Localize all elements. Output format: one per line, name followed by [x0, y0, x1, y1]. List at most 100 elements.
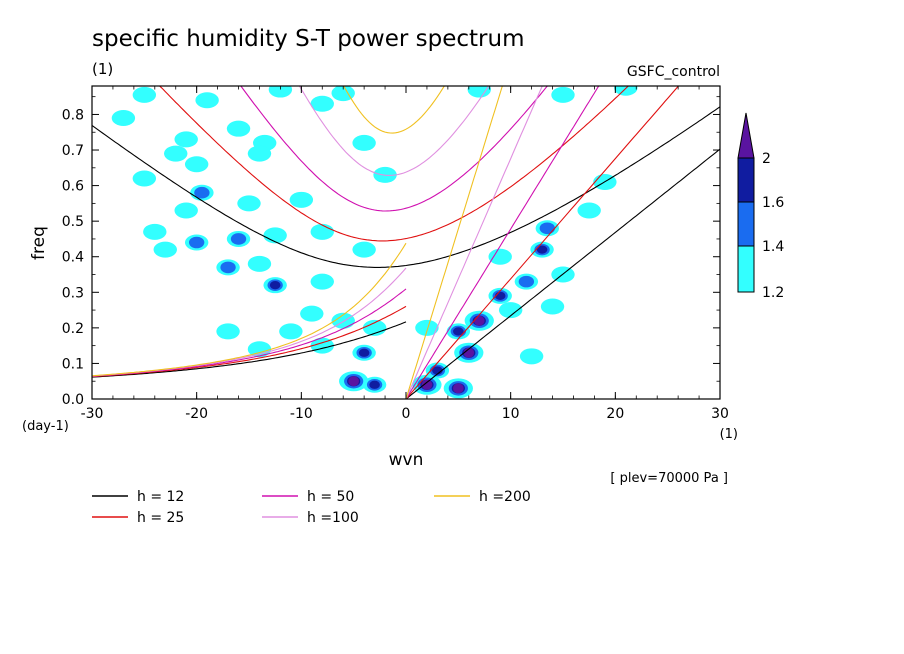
- contour-fill-level-3: [536, 245, 548, 254]
- contour-fill-level-1: [111, 110, 136, 127]
- contour-fill-level-4: [473, 315, 485, 326]
- contour-fill-level-4: [421, 379, 433, 390]
- contour-blob: [310, 273, 334, 290]
- contour-fill-level-1: [263, 227, 287, 244]
- contour-fill-level-1: [195, 92, 219, 109]
- contour-fill-level-1: [268, 86, 293, 98]
- contour-fill-level-3: [269, 281, 281, 290]
- dispersion-curves: [92, 86, 720, 399]
- contour-blob: [352, 134, 376, 151]
- contour-blob: [132, 170, 157, 187]
- contour-fill-level-1: [540, 298, 565, 315]
- contour-blob: [425, 362, 450, 379]
- x-tick-label: 0: [402, 406, 411, 422]
- y-tick-label: 0.7: [62, 143, 84, 159]
- contour-fill-level-2: [188, 236, 205, 249]
- contour-blob: [263, 277, 287, 294]
- contour-fill-level-4: [463, 347, 475, 358]
- contour-blob: [310, 223, 334, 240]
- colorbar-label: 2: [762, 151, 771, 167]
- contour-fill-level-1: [310, 273, 334, 290]
- contour-blob: [464, 310, 494, 331]
- contour-blob: [263, 227, 287, 244]
- contour-fill-level-3: [432, 366, 443, 375]
- colorbar-segment: [737, 157, 755, 203]
- contour-blob: [237, 195, 261, 212]
- y-tick-label: 0.5: [62, 214, 84, 230]
- contour-fill-level-1: [467, 86, 491, 98]
- contour-blob: [184, 156, 209, 173]
- gravity-curve-h25: [158, 86, 630, 242]
- contour-fill-level-1: [237, 195, 261, 212]
- contour-blob: [132, 86, 157, 103]
- mrg-curve-h200: [92, 242, 407, 377]
- contour-blob: [226, 120, 251, 137]
- kelvin-curve-h100: [405, 86, 543, 399]
- contour-blob: [339, 371, 369, 392]
- contour-blob: [454, 342, 484, 363]
- contour-fill-level-1: [415, 319, 439, 336]
- legend-label: h =200: [479, 489, 531, 505]
- x-axis-label: wvn: [389, 450, 424, 470]
- contour-fill-level-1: [174, 202, 198, 219]
- contour-blob: [190, 184, 214, 201]
- colorbar-segment: [737, 201, 755, 247]
- contour-fill-level-1: [132, 86, 157, 103]
- y-tick-label: 0.3: [62, 285, 84, 301]
- plev-annotation: [ plev=70000 Pa ]: [610, 471, 728, 486]
- y-tick-label: 0.0: [62, 392, 84, 408]
- chart-subtitle-right: GSFC_control: [627, 64, 720, 80]
- contour-fill-level-1: [247, 255, 272, 272]
- contour-fill-level-2: [539, 222, 555, 235]
- legend-label: h = 12: [137, 489, 184, 505]
- contour-fill-level-1: [216, 323, 240, 340]
- contour-fill-level-1: [498, 302, 523, 319]
- gravity-curve-h12: [92, 106, 720, 268]
- contour-blob: [467, 86, 491, 98]
- colorbar-segment: [737, 245, 755, 293]
- x-tick-label: -10: [290, 406, 313, 422]
- x-tick-label: 20: [606, 406, 624, 422]
- contour-blob: [352, 241, 376, 258]
- colorbar-arrow: [737, 112, 755, 159]
- legend-label: h =100: [307, 510, 359, 526]
- contour-blob: [300, 305, 324, 322]
- contour-blob: [415, 319, 439, 336]
- contour-blob: [216, 323, 240, 340]
- legend-item: h = 50: [262, 489, 354, 505]
- y-tick-label: 0.2: [62, 321, 84, 337]
- contour-blob: [216, 259, 240, 276]
- gravity-curve-h50: [240, 86, 549, 212]
- x-tick-label: 10: [502, 406, 520, 422]
- contour-fill-level-1: [226, 120, 251, 137]
- contour-blob: [184, 234, 209, 251]
- contour-blob: [488, 287, 512, 304]
- legend: h = 12 h = 25 h = 50 h =100 h =200: [92, 489, 531, 526]
- kelvin-curve-h25: [405, 86, 680, 399]
- legend-item: h =200: [434, 489, 531, 505]
- contour-fill-level-1: [352, 134, 376, 151]
- x-axis: -30 -20 -10 0 10 20 30: [81, 86, 729, 422]
- contour-blob: [331, 86, 355, 102]
- kelvin-curve-h200: [405, 86, 503, 399]
- contour-fill-level-1: [488, 248, 512, 265]
- contour-blob: [289, 191, 314, 208]
- chart-title: specific humidity S-T power spectrum: [92, 26, 524, 52]
- contour-blob: [488, 248, 512, 265]
- contour-fill-level-2: [194, 186, 210, 199]
- contour-blob: [530, 241, 554, 258]
- contour-fill-level-1: [352, 241, 376, 258]
- contour-fill-level-1: [310, 95, 334, 112]
- contour-blob: [247, 341, 272, 358]
- contour-fill-level-1: [132, 170, 157, 187]
- contour-fill-level-1: [279, 323, 303, 340]
- contour-fill-level-1: [310, 223, 334, 240]
- contour-blob: [310, 95, 334, 112]
- contour-blob: [446, 323, 471, 340]
- contour-fill-level-4: [453, 383, 464, 394]
- contour-blob: [174, 202, 198, 219]
- contour-blob: [111, 110, 136, 127]
- contour-fill-level-1: [519, 348, 544, 365]
- contour-blob: [577, 202, 601, 219]
